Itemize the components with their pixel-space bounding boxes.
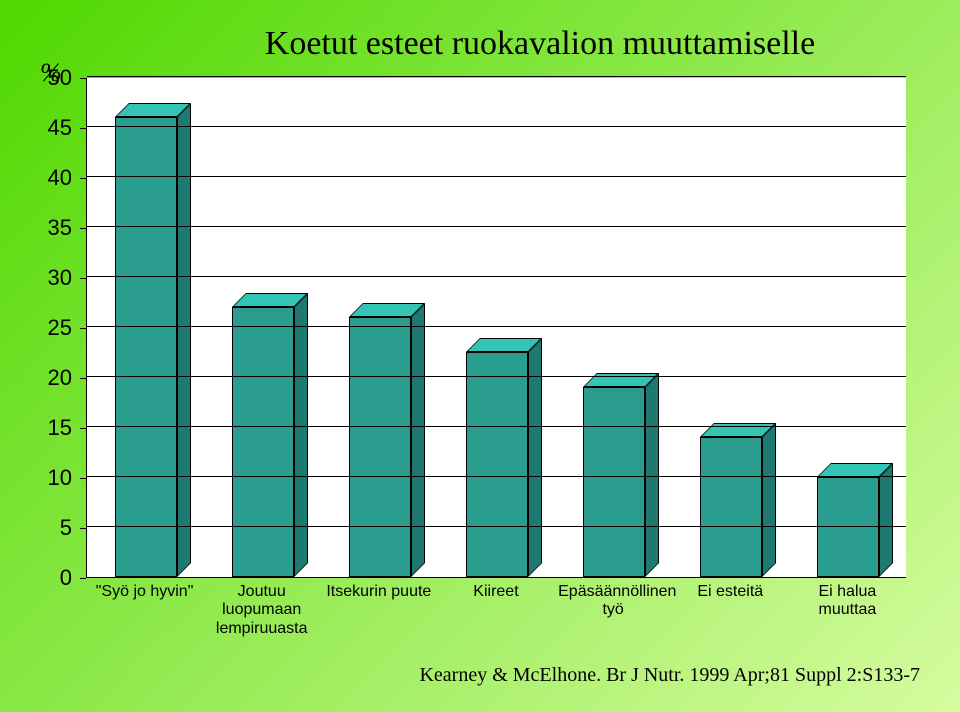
y-tick-label: 50 bbox=[48, 65, 72, 91]
bar bbox=[700, 437, 762, 577]
y-tick-label: 40 bbox=[48, 165, 72, 191]
gridline bbox=[87, 226, 906, 227]
gridline bbox=[87, 276, 906, 277]
x-axis-labels: "Syö jo hyvin"Joutuu luopumaan lempiruua… bbox=[86, 583, 906, 638]
bar bbox=[583, 387, 645, 577]
y-tick-label: 20 bbox=[48, 365, 72, 391]
gridline bbox=[87, 376, 906, 377]
plot-area bbox=[86, 78, 906, 578]
x-tick-label: Itsekurin puute bbox=[324, 583, 434, 638]
x-tick-label: Kiireet bbox=[441, 583, 551, 638]
gridline bbox=[87, 426, 906, 427]
y-tick-label: 30 bbox=[48, 265, 72, 291]
citation: Kearney & McElhone. Br J Nutr. 1999 Apr;… bbox=[419, 664, 920, 687]
bar bbox=[232, 307, 294, 577]
x-tick-label: "Syö jo hyvin" bbox=[90, 583, 200, 638]
y-tick-label: 25 bbox=[48, 315, 72, 341]
gridline bbox=[87, 326, 906, 327]
y-tick-label: 35 bbox=[48, 215, 72, 241]
gridline bbox=[87, 476, 906, 477]
gridline bbox=[87, 526, 906, 527]
bar bbox=[349, 317, 411, 577]
bars-container bbox=[87, 78, 906, 577]
y-tick-label: 10 bbox=[48, 465, 72, 491]
x-tick-label: Ei halua muuttaa bbox=[792, 583, 902, 638]
x-tick-label: Ei esteitä bbox=[675, 583, 785, 638]
x-tick-label: Joutuu luopumaan lempiruuasta bbox=[207, 583, 317, 638]
gridline bbox=[87, 76, 906, 77]
chart: % 05101520253035404550 "Syö jo hyvin"Jou… bbox=[40, 78, 920, 608]
bar bbox=[115, 117, 177, 577]
y-tick-label: 0 bbox=[60, 565, 72, 591]
y-tick-label: 45 bbox=[48, 115, 72, 141]
bar bbox=[817, 477, 879, 577]
gridline bbox=[87, 126, 906, 127]
y-tick-label: 5 bbox=[60, 515, 72, 541]
y-axis: 05101520253035404550 bbox=[40, 78, 80, 578]
slide: Koetut esteet ruokavalion muuttamiselle … bbox=[0, 0, 960, 712]
bar bbox=[466, 352, 528, 577]
x-tick-label: Epäsäännöllinen työ bbox=[558, 583, 668, 638]
chart-title: Koetut esteet ruokavalion muuttamiselle bbox=[150, 25, 930, 63]
gridline bbox=[87, 176, 906, 177]
y-tick-label: 15 bbox=[48, 415, 72, 441]
